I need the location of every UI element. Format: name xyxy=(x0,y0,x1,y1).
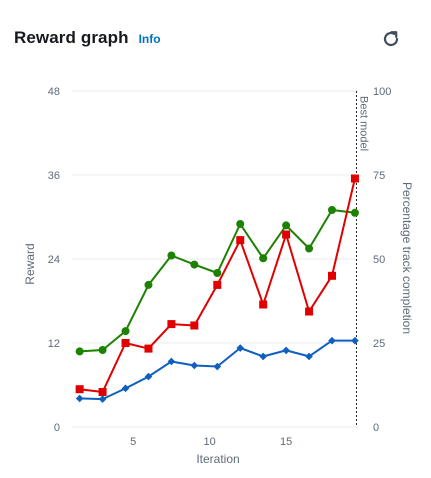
data-point-red xyxy=(213,280,222,289)
series-line-green xyxy=(79,209,356,353)
data-point-green xyxy=(98,346,107,354)
data-point-blue xyxy=(213,362,222,371)
data-point-red xyxy=(75,385,84,394)
x-axis-label: Iteration xyxy=(196,452,239,466)
data-point-red xyxy=(236,236,245,245)
data-point-blue xyxy=(351,336,359,345)
data-point-green xyxy=(121,327,130,336)
data-point-blue xyxy=(167,357,176,366)
data-point-green xyxy=(259,254,268,263)
data-point-blue xyxy=(305,352,313,361)
data-point-red xyxy=(190,321,199,330)
y2-tick-label: 75 xyxy=(373,170,385,182)
y-tick-label: 24 xyxy=(48,254,60,266)
y-tick-label: 12 xyxy=(48,338,60,350)
data-point-green xyxy=(190,260,199,269)
y-axis-label: Reward xyxy=(23,243,37,284)
data-point-green xyxy=(75,347,84,356)
data-point-blue xyxy=(282,346,290,355)
y2-tick-label: 25 xyxy=(373,338,385,350)
best-model-label: Best model xyxy=(357,96,369,151)
data-point-green xyxy=(282,221,291,230)
y2-tick-label: 0 xyxy=(373,422,379,434)
data-point-green xyxy=(144,280,153,289)
data-point-red xyxy=(167,320,176,329)
data-point-red xyxy=(259,300,268,309)
y-tick-label: 36 xyxy=(48,170,60,182)
data-point-blue xyxy=(190,361,199,370)
panel-title: Reward graph xyxy=(14,28,129,47)
refresh-button[interactable] xyxy=(378,26,404,52)
y2-tick-label: 100 xyxy=(373,86,391,98)
x-tick-label: 15 xyxy=(280,436,292,448)
data-point-green xyxy=(328,206,336,214)
data-point-red xyxy=(98,388,107,396)
data-point-blue xyxy=(75,394,84,403)
data-point-red xyxy=(305,307,314,316)
data-point-blue xyxy=(98,395,107,403)
y2-axis-label: Percentage track completion xyxy=(400,182,414,334)
x-tick-label: 10 xyxy=(204,436,216,448)
y-tick-label: 0 xyxy=(54,422,60,434)
data-point-green xyxy=(167,251,176,260)
data-point-red xyxy=(328,271,336,280)
panel-header: Reward graph Info xyxy=(14,28,161,48)
data-point-red xyxy=(144,344,153,353)
data-point-blue xyxy=(328,336,336,345)
x-tick-label: 5 xyxy=(130,436,136,448)
y2-tick-label: 50 xyxy=(373,254,385,266)
info-link[interactable]: Info xyxy=(138,32,161,46)
data-point-green xyxy=(350,208,359,217)
data-point-blue xyxy=(259,352,267,361)
refresh-icon xyxy=(383,31,399,47)
data-point-blue xyxy=(144,372,153,381)
data-point-red xyxy=(121,339,130,347)
data-point-blue xyxy=(236,344,245,352)
data-point-green xyxy=(236,220,245,228)
y-tick-label: 48 xyxy=(48,86,60,98)
data-point-blue xyxy=(121,384,130,393)
data-point-red xyxy=(282,230,291,239)
data-point-red xyxy=(350,174,359,183)
data-point-green xyxy=(213,269,222,277)
data-point-green xyxy=(305,244,314,253)
